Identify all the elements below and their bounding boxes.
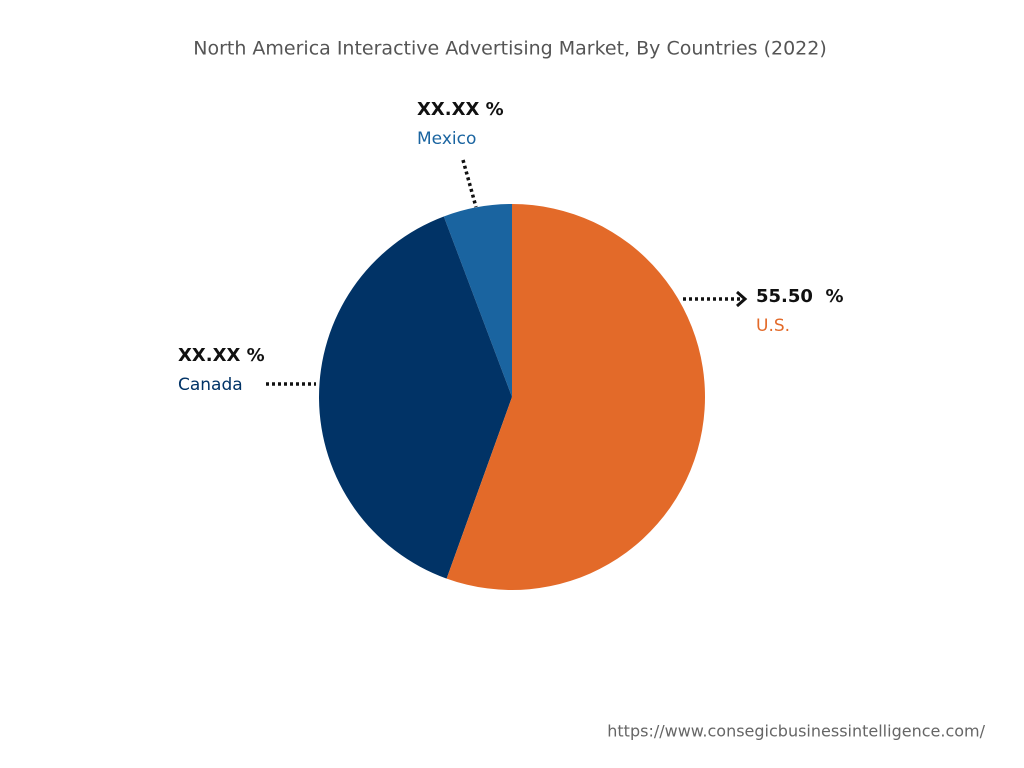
- category-label: Canada: [178, 375, 243, 395]
- category-label: U.S.: [756, 316, 790, 336]
- pie-slice: [319, 216, 512, 579]
- source-url: https://www.consegicbusinessintelligence…: [607, 722, 985, 741]
- leader-arrow: [736, 290, 748, 308]
- value-label: XX.XX %: [178, 345, 265, 366]
- chart-title: North America Interactive Advertising Ma…: [193, 38, 827, 60]
- category-label: Mexico: [417, 129, 476, 149]
- pie-slice: [446, 204, 706, 590]
- leader-line: [461, 159, 478, 208]
- value-label: 55.50 %: [756, 286, 844, 307]
- value-label: XX.XX %: [417, 99, 504, 120]
- pie-slice: [443, 204, 512, 397]
